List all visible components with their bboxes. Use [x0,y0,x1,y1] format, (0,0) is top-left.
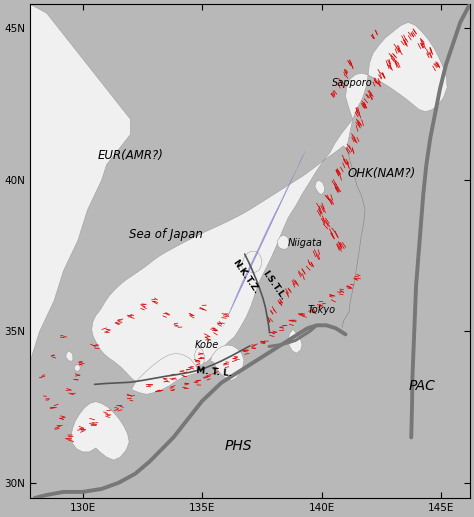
Polygon shape [91,119,365,384]
Text: Sea of Japan: Sea of Japan [129,228,203,241]
Text: PHS: PHS [224,439,252,453]
Polygon shape [315,180,325,194]
Polygon shape [346,22,447,119]
Polygon shape [277,235,289,250]
Text: M. T. L.: M. T. L. [196,366,232,378]
Polygon shape [222,149,306,330]
Text: Niigata: Niigata [287,238,322,249]
Polygon shape [288,330,302,353]
Text: EUR(AMR?): EUR(AMR?) [98,149,164,162]
Polygon shape [194,347,204,366]
Polygon shape [242,251,262,272]
Text: Tokyo: Tokyo [308,305,336,315]
Text: I.S.T.L.: I.S.T.L. [260,269,287,302]
Polygon shape [71,402,129,460]
Text: PAC: PAC [409,379,436,393]
Polygon shape [66,351,73,362]
Polygon shape [210,345,244,381]
Text: Kobe: Kobe [195,340,219,350]
Polygon shape [74,364,80,371]
Polygon shape [132,353,199,394]
Text: OHK(NAM?): OHK(NAM?) [347,168,416,180]
Text: Sapporo: Sapporo [332,78,373,88]
Text: N.K.T.Z.: N.K.T.Z. [230,258,260,296]
Polygon shape [30,4,130,498]
